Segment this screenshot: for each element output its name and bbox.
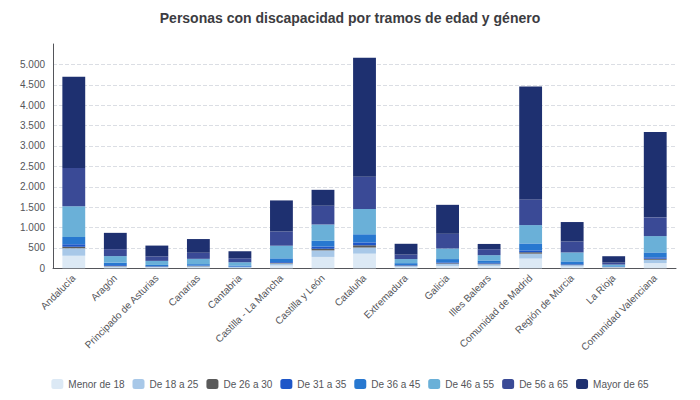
svg-text:De 56 a 65: De 56 a 65: [519, 379, 568, 390]
svg-text:Comunidad Valenciana: Comunidad Valenciana: [579, 272, 660, 353]
svg-text:500: 500: [28, 242, 45, 253]
svg-text:4.500: 4.500: [20, 79, 45, 90]
svg-text:Cantabria: Cantabria: [205, 272, 244, 311]
svg-text:Extremadura: Extremadura: [362, 272, 411, 321]
svg-text:5.000: 5.000: [20, 59, 45, 70]
svg-text:Castilla - La Mancha: Castilla - La Mancha: [213, 272, 285, 344]
svg-text:La Rioja: La Rioja: [584, 272, 618, 306]
svg-text:Andalucía: Andalucía: [38, 272, 77, 311]
svg-text:1.000: 1.000: [20, 222, 45, 233]
svg-text:De 31 a 35: De 31 a 35: [297, 379, 346, 390]
svg-text:Cataluña: Cataluña: [332, 272, 368, 308]
svg-text:De 36 a 45: De 36 a 45: [371, 379, 420, 390]
svg-text:Castilla y León: Castilla y León: [273, 272, 327, 326]
svg-text:Comunidad de Madrid: Comunidad de Madrid: [457, 272, 534, 349]
svg-text:Menor de 18: Menor de 18: [68, 379, 125, 390]
svg-text:2.000: 2.000: [20, 181, 45, 192]
svg-text:Personas con discapacidad por: Personas con discapacidad por tramos de …: [160, 10, 540, 26]
svg-text:Aragón: Aragón: [89, 272, 120, 303]
svg-text:Región de Murcia: Región de Murcia: [513, 272, 576, 335]
svg-text:3.500: 3.500: [20, 120, 45, 131]
svg-text:Illes Balears: Illes Balears: [446, 272, 493, 319]
svg-text:1.500: 1.500: [20, 202, 45, 213]
svg-text:4.000: 4.000: [20, 100, 45, 111]
svg-text:De 26 a 30: De 26 a 30: [223, 379, 272, 390]
svg-text:Principado de Asturias: Principado de Asturias: [83, 272, 161, 350]
svg-text:3.000: 3.000: [20, 140, 45, 151]
svg-text:De 46 a 55: De 46 a 55: [445, 379, 494, 390]
svg-text:Galicia: Galicia: [422, 272, 452, 302]
svg-text:0: 0: [39, 263, 45, 274]
svg-text:Mayor de 65: Mayor de 65: [593, 379, 649, 390]
svg-text:Canarias: Canarias: [166, 272, 202, 308]
svg-text:2.500: 2.500: [20, 161, 45, 172]
svg-text:De 18 a 25: De 18 a 25: [150, 379, 199, 390]
